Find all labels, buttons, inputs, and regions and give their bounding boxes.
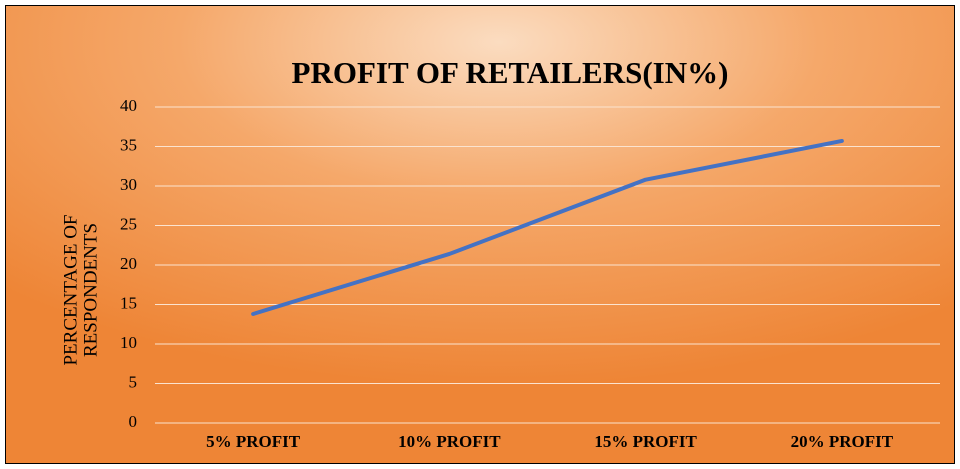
y-tick-label: 40 bbox=[120, 96, 137, 115]
y-tick-label: 30 bbox=[120, 175, 137, 194]
y-tick-label: 20 bbox=[120, 254, 137, 273]
x-tick-label: 5% PROFIT bbox=[206, 432, 301, 451]
x-tick-label: 20% PROFIT bbox=[791, 432, 894, 451]
y-tick-label: 25 bbox=[120, 214, 137, 233]
x-tick-label: 10% PROFIT bbox=[398, 432, 501, 451]
y-tick-label: 5 bbox=[129, 372, 138, 391]
y-axis-label: PERCENTAGE OF RESPONDENTS bbox=[60, 214, 101, 365]
x-tick-label: 15% PROFIT bbox=[594, 432, 697, 451]
y-tick-label: 0 bbox=[129, 412, 138, 431]
chart-frame bbox=[5, 5, 955, 464]
y-axis-label-line: PERCENTAGE OF bbox=[60, 214, 81, 365]
chart-title: PROFIT OF RETAILERS(IN%) bbox=[292, 55, 729, 90]
data-line bbox=[251, 138, 844, 316]
y-tick-label: 10 bbox=[120, 333, 137, 352]
y-tick-label: 35 bbox=[120, 135, 137, 154]
y-axis-label-line: RESPONDENTS bbox=[80, 223, 101, 357]
y-tick-label: 15 bbox=[120, 293, 137, 312]
